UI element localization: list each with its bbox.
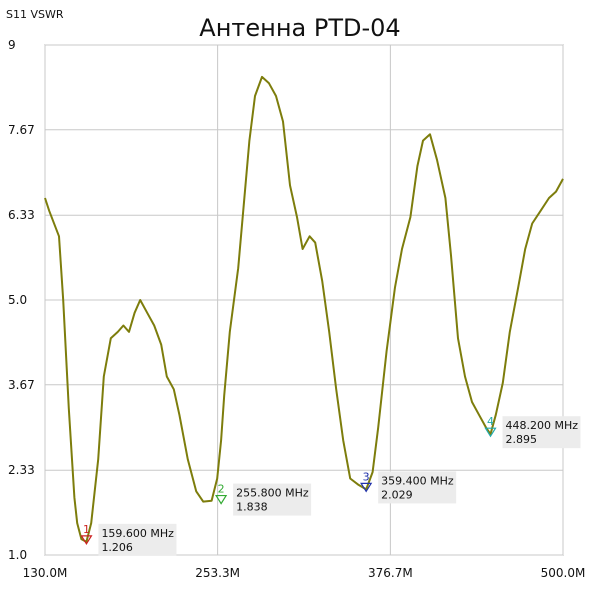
marker-number: 3 (363, 470, 370, 483)
x-tick-label: 253.3M (195, 566, 240, 580)
marker-number: 2 (218, 483, 225, 496)
x-tick-label: 500.0M (541, 566, 586, 580)
y-tick-label: 2.33 (8, 463, 35, 477)
marker-frequency-label: 359.400 MHz (381, 474, 454, 487)
y-tick-label: 7.67 (8, 123, 35, 137)
y-tick-label: 1.0 (8, 548, 27, 562)
marker-frequency-label: 448.200 MHz (505, 419, 578, 432)
vswr-series-line (44, 75, 564, 543)
y-tick-labels: 1.0 2.33 3.67 5.0 6.33 7.67 9 (8, 38, 35, 562)
marker-triangle-icon (80, 535, 93, 545)
x-tick-labels: 130.0M 253.3M 376.7M 500.0M (23, 566, 586, 580)
marker-triangle-icon (215, 494, 228, 505)
y-tick-label: 3.67 (8, 378, 35, 392)
y-axis-label: S11 VSWR (6, 8, 64, 21)
y-tick-label: 6.33 (8, 208, 35, 222)
marker-frequency-label: 159.600 MHz (101, 527, 174, 540)
marker-frequency-label: 255.800 MHz (236, 487, 309, 500)
marker-vswr-label: 1.206 (101, 541, 133, 554)
marker-vswr-label: 1.838 (236, 501, 268, 514)
marker-vswr-label: 2.895 (505, 433, 536, 446)
x-tick-label: 376.7M (368, 566, 413, 580)
y-tick-label: 5.0 (8, 293, 27, 307)
marker-number: 1 (83, 523, 90, 536)
x-tick-label: 130.0M (23, 566, 68, 580)
marker-vswr-label: 2.029 (381, 488, 413, 501)
marker-triangle-icon (484, 427, 497, 438)
series-layer (44, 75, 564, 543)
marker-readout-box (378, 471, 457, 504)
y-tick-label: 9 (8, 38, 16, 52)
grid (44, 44, 564, 556)
marker-number: 4 (487, 415, 494, 428)
chart-title: Антенна PTD-04 (199, 14, 400, 42)
marker-readout-box (98, 523, 177, 556)
marker-readout-box (502, 416, 581, 449)
marker-readout-box (233, 483, 312, 516)
marker-triangle-icon (360, 482, 373, 493)
